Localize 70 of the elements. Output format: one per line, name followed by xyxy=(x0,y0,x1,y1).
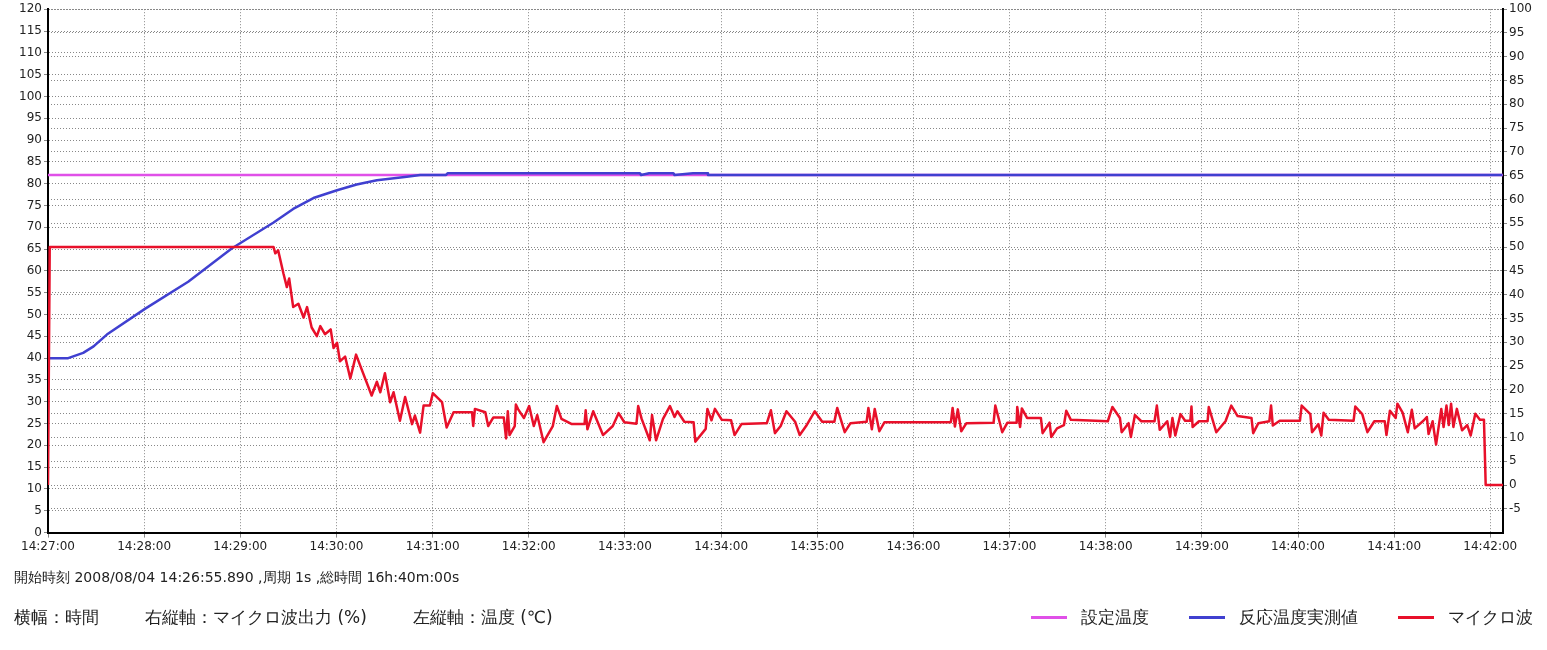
x-tick-label: 14:32:00 xyxy=(501,538,556,553)
legend-label: 設定温度 xyxy=(1081,605,1149,629)
y-tick-label: 80 xyxy=(26,175,42,190)
y-tick-label: 85 xyxy=(26,153,42,168)
y-tick-label: 60 xyxy=(26,263,42,278)
x-tick-label: 14:31:00 xyxy=(405,538,460,553)
y-tick-label: 45 xyxy=(26,328,42,343)
y2-tick-label: 50 xyxy=(1509,239,1525,254)
y2-tick-label: 30 xyxy=(1509,334,1525,349)
y2-tick-label: 0 xyxy=(1509,477,1517,492)
y2-tick-label: 100 xyxy=(1509,1,1532,16)
y2-tick-label: 60 xyxy=(1509,191,1525,206)
y-tick-label: 90 xyxy=(26,132,42,147)
y-tick-label: 25 xyxy=(26,415,42,430)
y-tick-label: 15 xyxy=(26,459,42,474)
y2-tick-label: 45 xyxy=(1509,263,1525,278)
y-tick-label: 70 xyxy=(26,219,42,234)
y-tick-label: 35 xyxy=(26,372,42,387)
y2-tick-label: 70 xyxy=(1509,144,1525,159)
y2-tick-label: 80 xyxy=(1509,96,1525,111)
y-tick-label: 55 xyxy=(26,284,42,299)
legend-label: マイクロ波 xyxy=(1448,605,1533,629)
y-tick-label: 115 xyxy=(19,23,42,38)
y2-tick-label: 55 xyxy=(1509,215,1525,230)
y2-tick-label: 95 xyxy=(1509,25,1525,40)
y2-tick-label: 15 xyxy=(1509,405,1525,420)
legend-label: 反応温度実測値 xyxy=(1239,605,1358,629)
x-tick-label: 14:35:00 xyxy=(790,538,845,553)
y-tick-label: 65 xyxy=(26,241,42,256)
y-tick-label: 0 xyxy=(34,524,42,539)
y-tick-label: 95 xyxy=(26,110,42,125)
y2-tick-label: 35 xyxy=(1509,310,1525,325)
y2-tick-label: 10 xyxy=(1509,429,1525,444)
y2-tick-label: 40 xyxy=(1509,286,1525,301)
y-tick-label: 105 xyxy=(19,66,42,81)
x-tick-label: 14:27:00 xyxy=(21,538,75,553)
y2-tick-label: 20 xyxy=(1509,381,1525,396)
x-tick-label: 14:41:00 xyxy=(1367,538,1422,553)
x-tick-label: 14:39:00 xyxy=(1174,538,1229,553)
y-tick-label: 120 xyxy=(19,1,42,16)
x-tick-label: 14:37:00 xyxy=(982,538,1037,553)
x-tick-label: 14:40:00 xyxy=(1271,538,1325,553)
text: 横幅：時間 xyxy=(14,606,99,627)
y2-tick-label: 25 xyxy=(1509,358,1525,373)
y-tick-label: 10 xyxy=(26,481,42,496)
text: 開始時刻 2008/08/04 14:26:55.890 ,周期 1s ,総時間 16h:40m:00s xyxy=(14,569,460,587)
y-tick-label: 75 xyxy=(26,197,42,212)
text: 右縦軸：マイクロ波出力 (%) xyxy=(145,606,367,627)
y-tick-label: 5 xyxy=(34,502,42,517)
x-tick-label: 14:33:00 xyxy=(597,538,652,553)
x-tick-label: 14:36:00 xyxy=(886,538,941,553)
x-tick-label: 14:29:00 xyxy=(213,538,268,553)
y-tick-label: 20 xyxy=(26,437,42,452)
text: 左縦軸：温度 (℃) xyxy=(412,606,553,627)
y2-tick-label: 85 xyxy=(1509,72,1525,87)
y-tick-label: 50 xyxy=(26,306,42,321)
y2-tick-label: 75 xyxy=(1509,120,1525,135)
y2-tick-label: 65 xyxy=(1509,167,1525,182)
y-tick-label: 30 xyxy=(26,393,42,408)
x-tick-label: 14:30:00 xyxy=(309,538,364,553)
y2-tick-label: 5 xyxy=(1509,453,1517,468)
x-tick-label: 14:28:00 xyxy=(117,538,172,553)
x-tick-label: 14:34:00 xyxy=(694,538,749,553)
x-tick-label: 14:38:00 xyxy=(1078,538,1133,553)
y-tick-label: 110 xyxy=(19,44,42,59)
y-tick-label: 40 xyxy=(26,350,42,365)
x-tick-label: 14:42:00 xyxy=(1463,538,1518,553)
y2-tick-label: -5 xyxy=(1509,500,1521,515)
y-tick-label: 100 xyxy=(19,88,42,103)
y2-tick-label: 90 xyxy=(1509,48,1525,63)
